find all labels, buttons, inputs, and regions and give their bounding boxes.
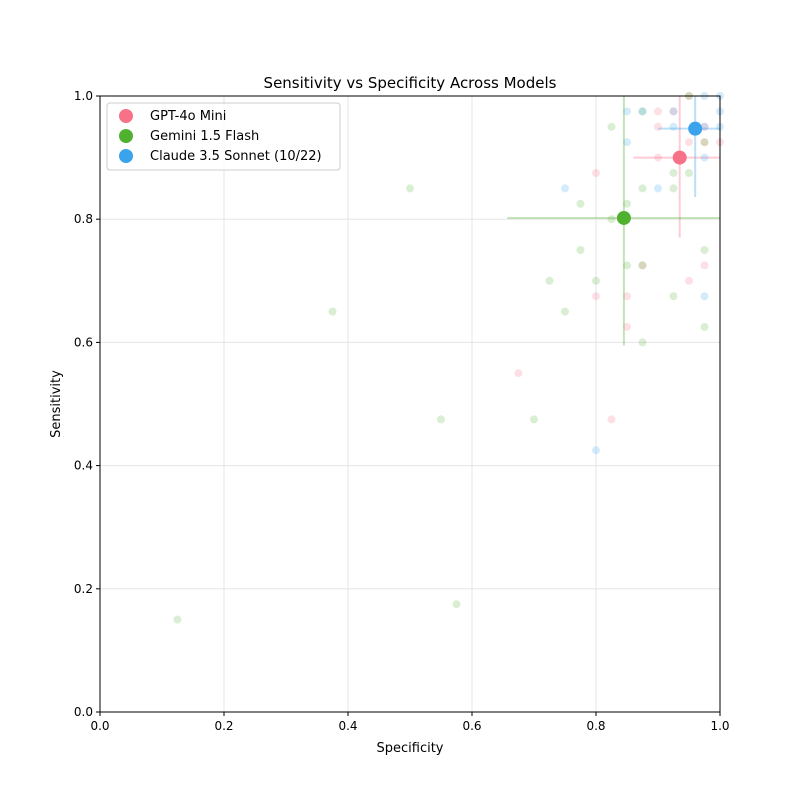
mean-point [688,121,703,136]
mean-point [672,150,687,165]
data-point [700,323,709,331]
legend-marker [119,149,133,163]
data-point [328,307,337,316]
y-tick-label: 1.0 [74,89,93,103]
data-point [638,107,647,116]
legend-marker [119,129,133,143]
data-point [638,338,647,347]
x-tick-label: 0.2 [214,719,233,733]
data-point [437,415,445,424]
data-point [669,107,678,116]
legend-marker [119,109,133,123]
data-point [514,369,523,378]
data-point [700,261,709,270]
legend-box [106,102,341,171]
data-point [623,292,631,301]
data-point [576,199,585,208]
data-point [700,138,709,147]
data-point [530,415,538,424]
data-point [623,107,631,116]
data-point [561,307,569,316]
data-point [669,292,678,301]
data-point [406,184,414,193]
data-point [638,107,647,116]
x-tick-label: 0.8 [586,719,605,733]
y-tick-label: 0.6 [74,335,93,349]
data-point [669,184,678,193]
data-point [607,415,616,424]
data-point [561,184,569,193]
data-point [576,246,585,254]
data-point [638,261,647,270]
data-point [654,107,662,116]
chart-title: Sensitivity vs Specificity Across Models [264,74,557,92]
data-point [545,276,554,285]
data-point [685,276,693,285]
x-tick-label: 1.0 [710,719,729,733]
data-point [623,323,631,331]
data-point [685,169,693,177]
y-tick-label: 0.8 [74,212,93,226]
data-point [700,122,709,131]
x-tick-label: 0.0 [90,719,109,733]
legend-label: Claude 3.5 Sonnet (10/22) [150,149,322,164]
data-point [669,169,678,177]
data-point [592,446,600,455]
legend-label: GPT-4o Mini [150,109,226,124]
y-axis-label: Sensitivity [49,370,64,438]
data-point [592,276,600,285]
data-point [607,122,616,131]
data-point [685,138,693,147]
data-point [623,199,631,208]
x-tick-label: 0.6 [462,719,481,733]
x-tick-label: 0.4 [338,719,357,733]
data-point [623,261,631,270]
y-tick-label: 0.4 [74,459,93,473]
y-tick-label: 0.2 [74,582,93,596]
x-axis-label: Specificity [377,741,444,756]
data-point [700,122,709,131]
data-point [452,600,461,609]
y-tick-label: 0.0 [74,705,93,719]
mean-point [616,210,631,225]
data-point [669,107,678,116]
data-point [638,184,647,193]
data-point [700,246,709,254]
data-point [654,184,662,193]
data-point [592,169,600,177]
plot-frame [99,95,721,713]
data-point [700,138,709,147]
data-point [654,122,662,131]
data-point [173,615,182,624]
data-point [607,215,616,224]
data-point [654,153,662,162]
data-point [700,153,709,162]
legend-label: Gemini 1.5 Flash [150,129,259,144]
data-point [623,138,631,147]
data-point [638,261,647,270]
data-point [669,122,678,131]
data-point [592,292,600,301]
data-point [700,292,709,301]
legend: GPT-4o Mini Gemini 1.5 Flash Claude 3.5 So… [106,102,341,171]
